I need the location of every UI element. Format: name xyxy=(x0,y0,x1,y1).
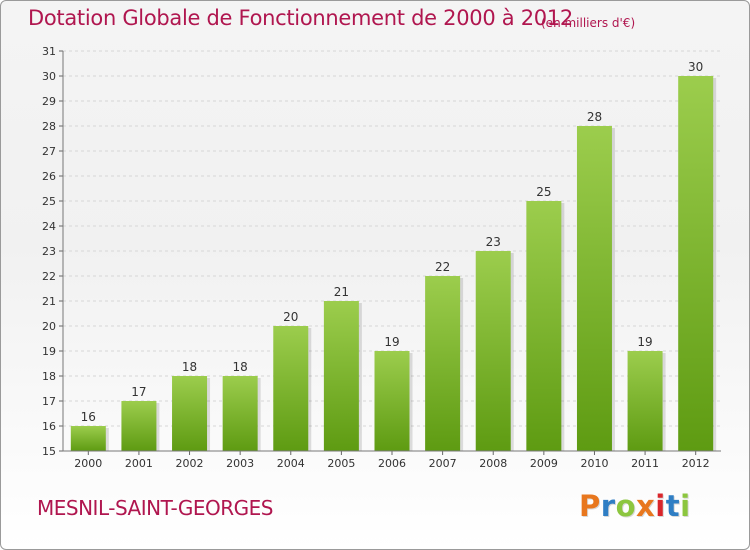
chart-unit: (en milliers d'€) xyxy=(541,16,636,30)
y-tick-label: 24 xyxy=(42,220,56,233)
bar xyxy=(121,401,157,451)
bar-value-label: 18 xyxy=(182,360,197,374)
bar xyxy=(678,76,714,451)
logo-letter: r xyxy=(600,489,616,523)
y-tick-label: 29 xyxy=(42,95,56,108)
x-tick-label: 2009 xyxy=(530,457,558,470)
proxiti-logo[interactable]: Proxiti xyxy=(579,489,691,523)
logo-letter: i xyxy=(655,489,666,523)
bar xyxy=(172,376,208,451)
y-tick-label: 15 xyxy=(42,445,56,458)
bar-value-label: 28 xyxy=(587,110,602,124)
x-tick-label: 2003 xyxy=(226,457,254,470)
y-tick-label: 19 xyxy=(42,345,56,358)
x-tick-label: 2001 xyxy=(125,457,153,470)
x-tick-label: 2008 xyxy=(479,457,507,470)
y-axis-ticks: 15 16 17 18 19 20 21 22 23 24 25 26 27 28 29 30 31 xyxy=(42,45,63,458)
bar xyxy=(576,126,612,451)
y-tick-label: 20 xyxy=(42,320,56,333)
bar-value-label: 21 xyxy=(334,285,349,299)
logo-letter: o xyxy=(615,489,637,523)
x-tick-label: 2000 xyxy=(74,457,102,470)
x-tick-label: 2010 xyxy=(580,457,608,470)
y-tick-label: 27 xyxy=(42,145,56,158)
logo-letter: t xyxy=(665,489,681,523)
logo-letter: x xyxy=(636,489,656,523)
bar-value-label: 19 xyxy=(384,335,399,349)
y-tick-label: 26 xyxy=(42,170,56,183)
bar-value-label: 30 xyxy=(688,60,703,74)
x-tick-label: 2002 xyxy=(176,457,204,470)
x-tick-label: 2007 xyxy=(429,457,457,470)
y-tick-label: 17 xyxy=(42,395,56,408)
axes xyxy=(62,51,721,452)
bar-value-label: 16 xyxy=(81,410,96,424)
x-tick-label: 2012 xyxy=(682,457,710,470)
bar xyxy=(323,301,359,451)
bar-value-label: 23 xyxy=(486,235,501,249)
bar xyxy=(526,201,562,451)
bar xyxy=(70,426,106,451)
bar xyxy=(475,251,511,451)
y-tick-label: 31 xyxy=(42,45,56,58)
y-tick-label: 16 xyxy=(42,420,56,433)
y-tick-label: 28 xyxy=(42,120,56,133)
bar xyxy=(627,351,663,451)
x-tick-label: 2011 xyxy=(631,457,659,470)
bar xyxy=(273,326,309,451)
bars: 16 17 18 18 20 21 19 22 23 25 28 19 30 xyxy=(70,60,717,451)
y-tick-label: 22 xyxy=(42,270,56,283)
chart-title: Dotation Globale de Fonctionnement de 20… xyxy=(28,6,573,30)
y-tick-label: 18 xyxy=(42,370,56,383)
bar-value-label: 18 xyxy=(233,360,248,374)
y-tick-label: 23 xyxy=(42,245,56,258)
x-tick-label: 2006 xyxy=(378,457,406,470)
bar xyxy=(425,276,461,451)
x-tick-label: 2004 xyxy=(277,457,305,470)
x-tick-label: 2005 xyxy=(327,457,355,470)
bar xyxy=(374,351,410,451)
logo-letter: i xyxy=(680,489,691,523)
x-axis-ticks: 2000 2001 2002 2003 2004 2005 2006 2007 2008 2009… xyxy=(74,451,710,470)
bar-value-label: 25 xyxy=(536,185,551,199)
y-tick-label: 25 xyxy=(42,195,56,208)
y-tick-label: 30 xyxy=(42,70,56,83)
bar-value-label: 19 xyxy=(637,335,652,349)
bar xyxy=(222,376,258,451)
bar-value-label: 20 xyxy=(283,310,298,324)
y-tick-label: 21 xyxy=(42,295,56,308)
commune-name: MESNIL-SAINT-GEORGES xyxy=(37,496,274,520)
bar-value-label: 22 xyxy=(435,260,450,274)
bar-value-label: 17 xyxy=(131,385,146,399)
logo-letter: P xyxy=(579,489,601,523)
